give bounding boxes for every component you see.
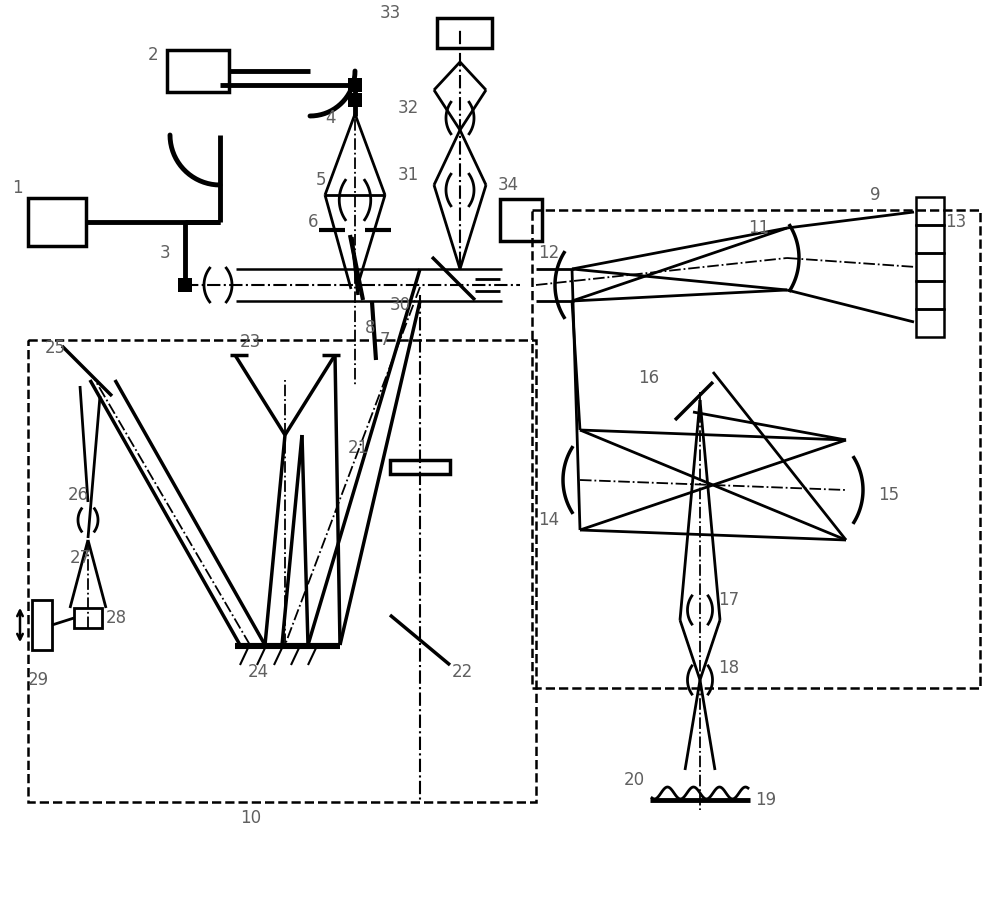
Text: 17: 17	[718, 591, 739, 609]
Text: 21: 21	[348, 439, 369, 457]
Text: 25: 25	[45, 339, 66, 357]
Bar	[74, 608, 102, 628]
Text: 13: 13	[945, 213, 966, 231]
Bar	[348, 93, 362, 107]
Text: 7: 7	[380, 331, 391, 349]
Text: 28: 28	[106, 609, 127, 627]
Bar	[437, 18, 492, 48]
Bar	[390, 460, 450, 474]
Text: 9: 9	[870, 186, 881, 204]
Text: 4: 4	[325, 109, 336, 127]
Text: 30: 30	[390, 296, 411, 314]
Text: 33: 33	[380, 4, 401, 22]
Text: 27: 27	[70, 549, 91, 567]
Bar	[916, 309, 944, 337]
Text: 20: 20	[624, 771, 645, 789]
Bar	[916, 197, 944, 225]
Text: 22: 22	[452, 663, 473, 681]
Text: 19: 19	[755, 791, 776, 809]
Text: 26: 26	[68, 486, 89, 504]
Text: 2: 2	[148, 46, 159, 64]
Text: 24: 24	[248, 663, 269, 681]
Text: 10: 10	[240, 809, 261, 827]
Bar	[916, 225, 944, 253]
Bar	[532, 210, 980, 688]
Text: 5: 5	[316, 171, 327, 189]
Text: 14: 14	[538, 511, 559, 529]
Text: 8: 8	[365, 319, 376, 337]
Bar	[348, 78, 362, 92]
Text: 31: 31	[398, 166, 419, 184]
Bar	[28, 340, 536, 802]
Text: 3: 3	[160, 244, 171, 262]
Bar	[500, 199, 542, 241]
Text: 12: 12	[538, 244, 559, 262]
Text: 15: 15	[878, 486, 899, 504]
Bar	[916, 253, 944, 281]
Bar	[916, 281, 944, 309]
Text: 18: 18	[718, 659, 739, 677]
Bar	[178, 278, 192, 292]
Text: 34: 34	[498, 176, 519, 194]
Text: 29: 29	[28, 671, 49, 689]
Text: 1: 1	[12, 179, 23, 197]
Text: 11: 11	[748, 219, 769, 237]
Text: 6: 6	[308, 213, 319, 231]
Text: 32: 32	[398, 99, 419, 117]
Text: 23: 23	[240, 333, 261, 351]
Bar	[32, 600, 52, 650]
Bar	[167, 50, 229, 92]
Bar	[28, 198, 86, 246]
Text: 16: 16	[638, 369, 659, 387]
